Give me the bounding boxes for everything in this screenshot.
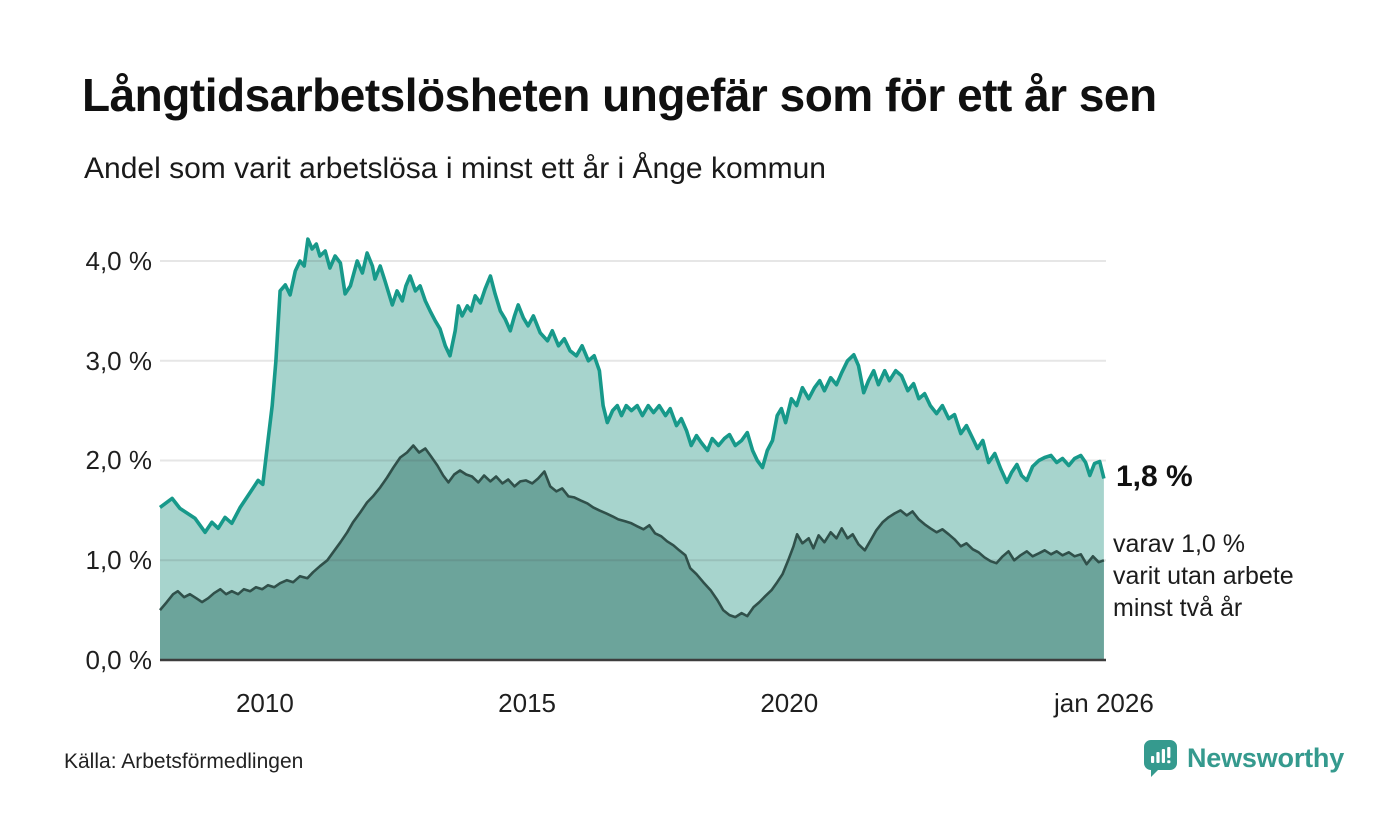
secondary-annotation-line2: varit utan arbete [1113, 562, 1294, 590]
x-tick-label-2015: 2015 [498, 688, 556, 718]
y-tick-label-1: 1,0 % [85, 545, 153, 575]
y-tick-label-3: 3,0 % [85, 346, 153, 376]
x-tick-label-jan-2026: jan 2026 [1054, 688, 1154, 718]
secondary-annotation-line1: varav 1,0 % [1113, 530, 1246, 558]
y-tick-label-2: 2,0 % [85, 445, 153, 475]
secondary-annotation-line3: minst två år [1113, 594, 1243, 622]
gridlines [160, 260, 1106, 562]
y-tick-label-4: 4,0 % [85, 246, 153, 276]
secondary-annotation: varav 1,0 % varit utan arbete minst två … [1113, 528, 1294, 624]
page-title: Långtidsarbetslösheten ungefär som för e… [82, 69, 1157, 121]
brand-lockup: Newsworthy [1144, 740, 1344, 777]
page-subtitle: Andel som varit arbetslösa i minst ett å… [84, 152, 826, 185]
series-line-min-two-years [159, 444, 1105, 619]
newsworthy-logo-icon [1144, 740, 1177, 777]
area-fill-min-two-years [160, 445, 1104, 660]
series-line-min-one-year [158, 237, 1106, 535]
source-credit: Källa: Arbetsförmedlingen [64, 750, 304, 773]
x-tick-label-2010: 2010 [235, 688, 294, 718]
x-tick-label-2020: 2020 [760, 688, 819, 718]
brand-wordmark: Newsworthy [1187, 743, 1345, 773]
y-tick-label-0: 0,0 % [85, 645, 153, 675]
latest-value-label: 1,8 % [1116, 460, 1193, 493]
